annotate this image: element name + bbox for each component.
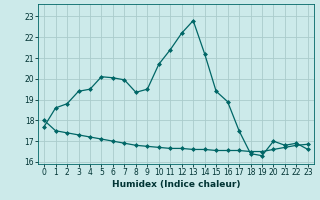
X-axis label: Humidex (Indice chaleur): Humidex (Indice chaleur) [112, 180, 240, 189]
